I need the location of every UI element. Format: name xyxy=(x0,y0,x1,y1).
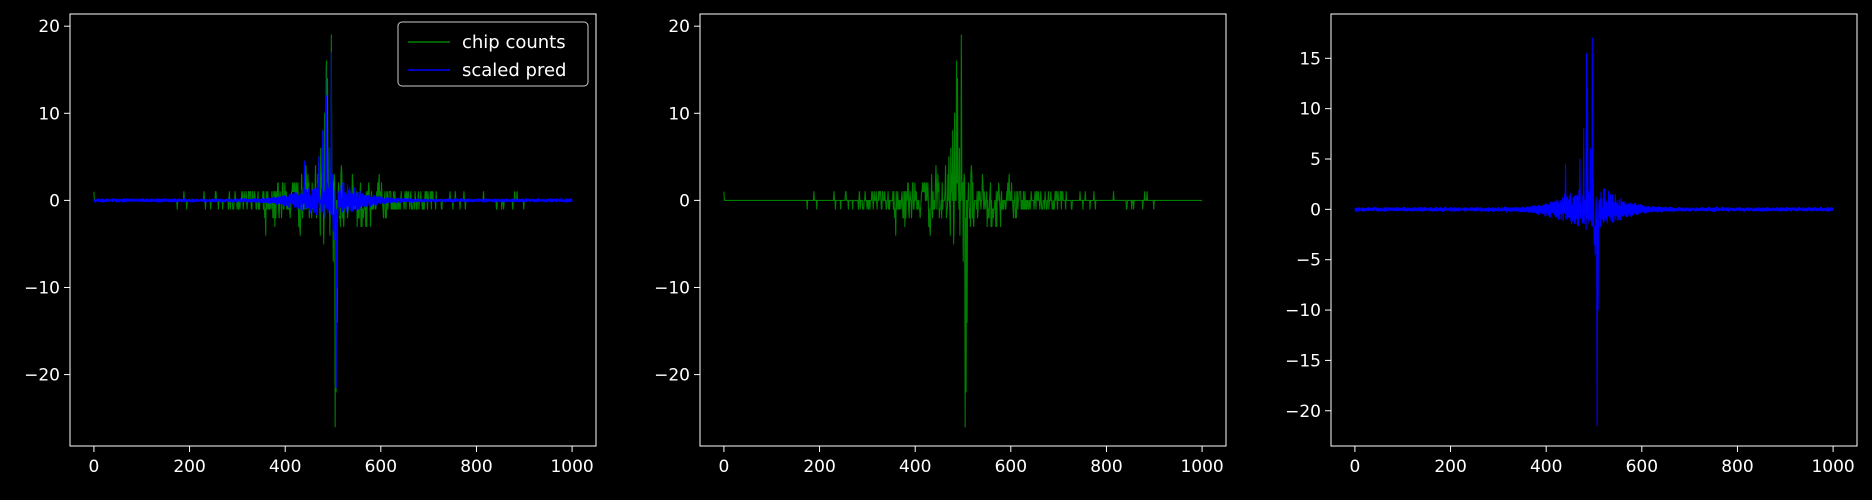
legend-label: chip counts xyxy=(462,32,566,53)
y-tick-label: 0 xyxy=(1310,200,1321,220)
x-tick-label: 600 xyxy=(365,457,397,477)
y-tick-label: −20 xyxy=(654,366,690,386)
y-tick-label: −10 xyxy=(1285,301,1321,321)
x-tick-label: 400 xyxy=(269,457,301,477)
plot-area xyxy=(723,34,1203,428)
axes-frame xyxy=(1330,13,1858,447)
legend-label: scaled pred xyxy=(462,60,566,81)
y-tick-label: 0 xyxy=(679,191,690,211)
x-tick-label: 1000 xyxy=(550,457,593,477)
y-tick-label: 10 xyxy=(668,104,690,124)
y-tick-label: 15 xyxy=(1299,49,1321,69)
plot-area xyxy=(93,34,573,428)
x-tick-label: 400 xyxy=(1530,457,1562,477)
y-tick-label: −15 xyxy=(1285,351,1321,371)
y-tick-label: −20 xyxy=(24,366,60,386)
x-tick-label: 0 xyxy=(88,457,99,477)
axes-frame xyxy=(69,13,597,447)
y-tick-label: −10 xyxy=(24,278,60,298)
series-line-counts xyxy=(723,34,1203,428)
series-line-pred xyxy=(1354,37,1834,427)
series-line-scaled-pred xyxy=(93,51,573,389)
x-tick-label: 800 xyxy=(1090,457,1122,477)
x-tick-label: 800 xyxy=(460,457,492,477)
y-tick-label: 0 xyxy=(49,191,60,211)
chart-panel-chip-and-pred: 0 200 400 600 800 1000 −20 −10 0 10 20 chip counts s… xyxy=(24,13,597,477)
legend: chip counts scaled pred xyxy=(397,21,589,87)
x-tick-label: 1000 xyxy=(1180,457,1223,477)
y-tick-label: −5 xyxy=(1296,251,1321,271)
x-tick-label: 1000 xyxy=(1811,457,1854,477)
y-tick-label: 10 xyxy=(1299,100,1321,120)
chart-panel-scaled-pred: 0 200 400 600 800 1000 −20 −15 −10 −5 0 5 10 15 xyxy=(1285,13,1858,477)
y-tick-label: 5 xyxy=(1310,150,1321,170)
x-tick-label: 0 xyxy=(1349,457,1360,477)
y-tick-label: 20 xyxy=(668,17,690,37)
y-tick-label: −10 xyxy=(654,278,690,298)
x-tick-label: 200 xyxy=(803,457,835,477)
y-tick-label: 20 xyxy=(38,17,60,37)
y-tick-label: 10 xyxy=(38,104,60,124)
axes-frame xyxy=(699,13,1227,447)
plot-area xyxy=(1354,37,1834,427)
x-tick-label: 800 xyxy=(1721,457,1753,477)
chart-panel-chip-counts: 0 200 400 600 800 1000 −20 −10 0 10 20 xyxy=(654,13,1227,477)
x-tick-label: 0 xyxy=(718,457,729,477)
x-tick-label: 600 xyxy=(1626,457,1658,477)
y-tick-label: −20 xyxy=(1285,402,1321,422)
x-tick-label: 400 xyxy=(899,457,931,477)
x-tick-label: 200 xyxy=(173,457,205,477)
x-tick-label: 200 xyxy=(1434,457,1466,477)
x-tick-label: 600 xyxy=(995,457,1027,477)
